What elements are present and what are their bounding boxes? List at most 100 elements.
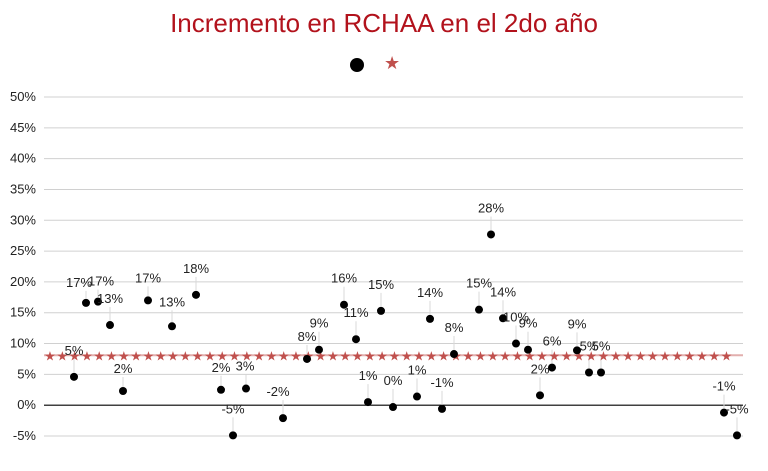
data-label: 5%	[580, 339, 599, 354]
reference-star: ★	[56, 349, 68, 364]
reference-star: ★	[475, 349, 487, 364]
data-label: 16%	[331, 271, 357, 286]
data-point	[106, 321, 114, 330]
chart-title: Incremento en RCHAA en el 2do año	[170, 8, 598, 38]
data-point	[585, 368, 593, 377]
reference-star: ★	[93, 349, 105, 364]
data-label: 15%	[368, 277, 394, 292]
data-label: 5%	[592, 339, 611, 354]
reference-star: ★	[425, 349, 437, 364]
data-point	[438, 404, 446, 413]
data-point	[377, 306, 385, 315]
reference-star: ★	[573, 349, 585, 364]
data-label: -5%	[725, 401, 749, 416]
data-label: 11%	[343, 305, 368, 320]
data-point	[524, 345, 532, 354]
data-label: 2%	[114, 361, 133, 376]
data-point	[548, 363, 556, 372]
data-label: 17%	[135, 270, 161, 285]
reference-series: ★ ★ ★ ★ ★ ★ ★ ★ ★ ★ ★ ★ ★ ★ ★ ★ ★ ★ ★ ★ ★ ★ ★ ★ ★ ★ ★ ★ ★ ★ ★ ★ ★ ★ ★ ★ ★ ★ ★ ★…	[44, 349, 743, 364]
data-label: 14%	[490, 284, 516, 299]
reference-star: ★	[143, 349, 155, 364]
data-label: 15%	[466, 276, 492, 291]
reference-star: ★	[487, 349, 499, 364]
reference-star: ★	[253, 349, 265, 364]
reference-star: ★	[44, 349, 56, 364]
data-point	[168, 322, 176, 331]
y-tick-label: 25%	[10, 243, 36, 258]
data-point	[340, 300, 348, 309]
legend: ★	[340, 53, 420, 76]
data-point	[536, 391, 544, 400]
data-label: 17%	[66, 275, 92, 290]
label-leader-lines	[73, 216, 738, 432]
data-point	[426, 314, 434, 323]
data-points	[70, 230, 741, 440]
reference-star: ★	[647, 349, 659, 364]
data-label: 1%	[359, 368, 378, 383]
data-point	[487, 230, 495, 239]
y-tick-label: 20%	[10, 274, 36, 289]
reference-star: ★	[622, 349, 634, 364]
gridlines	[44, 96, 743, 437]
data-point	[352, 335, 360, 344]
reference-star: ★	[192, 349, 204, 364]
data-point	[389, 403, 397, 412]
reference-star: ★	[229, 349, 241, 364]
reference-star: ★	[598, 349, 610, 364]
data-label: 2%	[212, 360, 231, 375]
data-point	[144, 296, 152, 305]
data-point	[82, 298, 90, 307]
data-point	[192, 290, 200, 299]
data-point	[475, 305, 483, 314]
reference-star: ★	[721, 349, 733, 364]
data-point	[119, 387, 127, 396]
data-label: 13%	[97, 291, 123, 306]
y-tick-label: -5%	[13, 428, 37, 443]
data-label: 2%	[531, 361, 550, 376]
reference-star: ★	[106, 349, 118, 364]
data-label: 13%	[159, 294, 185, 309]
red-star-icon: ★	[384, 53, 401, 74]
reference-star: ★	[155, 349, 167, 364]
data-point	[229, 431, 237, 440]
data-label: 5%	[65, 343, 84, 358]
data-point	[512, 339, 520, 348]
reference-star: ★	[524, 349, 536, 364]
reference-star: ★	[315, 349, 327, 364]
reference-star: ★	[671, 349, 683, 364]
reference-star: ★	[327, 349, 339, 364]
reference-star: ★	[696, 349, 708, 364]
data-label: 9%	[568, 316, 587, 331]
data-point	[94, 297, 102, 306]
data-point	[315, 345, 323, 354]
data-label: 6%	[543, 334, 562, 349]
data-point	[303, 354, 311, 363]
data-point	[242, 384, 250, 393]
reference-star: ★	[167, 349, 179, 364]
data-label: 8%	[298, 329, 317, 344]
reference-star: ★	[376, 349, 388, 364]
reference-star: ★	[610, 349, 622, 364]
reference-star: ★	[278, 349, 290, 364]
reference-star: ★	[548, 349, 560, 364]
y-tick-label: 5%	[17, 366, 36, 381]
data-label: 3%	[236, 359, 255, 374]
data-label: 14%	[417, 285, 443, 300]
reference-star: ★	[81, 349, 93, 364]
data-label: 1%	[408, 363, 427, 378]
data-label: -5%	[221, 401, 245, 416]
reference-star: ★	[69, 349, 81, 364]
data-label: -2%	[266, 384, 290, 399]
data-point	[413, 392, 421, 401]
black-dot-icon	[350, 58, 364, 72]
reference-star: ★	[512, 349, 524, 364]
data-point	[279, 414, 287, 423]
data-label: 9%	[310, 316, 329, 331]
reference-star: ★	[401, 349, 413, 364]
reference-star: ★	[241, 349, 253, 364]
y-tick-label: 50%	[10, 89, 36, 104]
data-point	[70, 372, 78, 381]
data-label: -1%	[712, 379, 736, 394]
